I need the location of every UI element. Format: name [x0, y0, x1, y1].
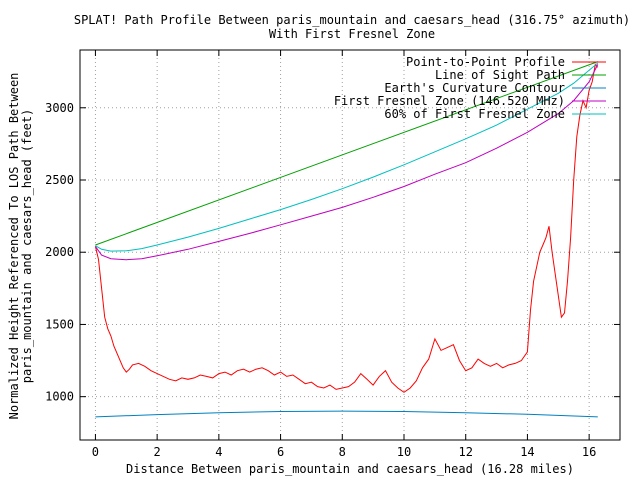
- x-tick-label: 0: [92, 445, 99, 459]
- legend-label-line-of-sight-path: Line of Sight Path: [435, 68, 565, 82]
- plot-frame: [79, 49, 621, 441]
- x-tick-label: 8: [339, 445, 346, 459]
- x-tick-label: 2: [154, 445, 161, 459]
- y-tick-label: 3000: [45, 101, 74, 115]
- chart-title: SPLAT! Path Profile Between paris_mounta…: [74, 13, 630, 27]
- legend-label-point-to-point-profile: Point-to-Point Profile: [406, 55, 565, 69]
- series-line-first-fresnel-zone-146-520-mhz: [94, 64, 599, 261]
- series-line-60-of-first-fresnel-zone: [95, 62, 599, 252]
- legend-label-earth-s-curvature-contour: Earth's Curvature Contour: [384, 81, 565, 95]
- series-lines: [94, 61, 599, 418]
- x-tick-label: 6: [277, 445, 284, 459]
- y-axis-label-line2: paris_mountain and caesars_head (feet): [20, 109, 34, 384]
- x-tick-label: 16: [582, 445, 596, 459]
- series-line-point-to-point-profile: [94, 63, 599, 393]
- series-line-earth-s-curvature-contour: [95, 410, 598, 418]
- chart-subtitle: With First Fresnel Zone: [269, 27, 435, 41]
- x-tick-label: 10: [397, 445, 411, 459]
- grid: [80, 50, 620, 440]
- x-tick-label: 14: [520, 445, 534, 459]
- x-tick-label: 4: [215, 445, 222, 459]
- axis-ticks: 0 2 4 6 8 10 12 14 16 1000 1500 2000 2500 3000: [45, 50, 620, 459]
- series-line-line-of-sight-path: [95, 61, 598, 246]
- y-axis-label-line1: Normalized Height Referenced To LOS Path…: [7, 73, 21, 420]
- y-tick-label: 2000: [45, 245, 74, 259]
- x-tick-label: 12: [458, 445, 472, 459]
- x-axis-label: Distance Between paris_mountain and caes…: [126, 462, 574, 476]
- legend-label-first-fresnel-zone-146-520-mhz: First Fresnel Zone (146.520 MHz): [334, 94, 565, 108]
- y-tick-label: 1000: [45, 390, 74, 404]
- y-tick-label: 1500: [45, 317, 74, 331]
- y-tick-label: 2500: [45, 173, 74, 187]
- legend-label-60-of-first-fresnel-zone: 60% of First Fresnel Zone: [384, 107, 565, 121]
